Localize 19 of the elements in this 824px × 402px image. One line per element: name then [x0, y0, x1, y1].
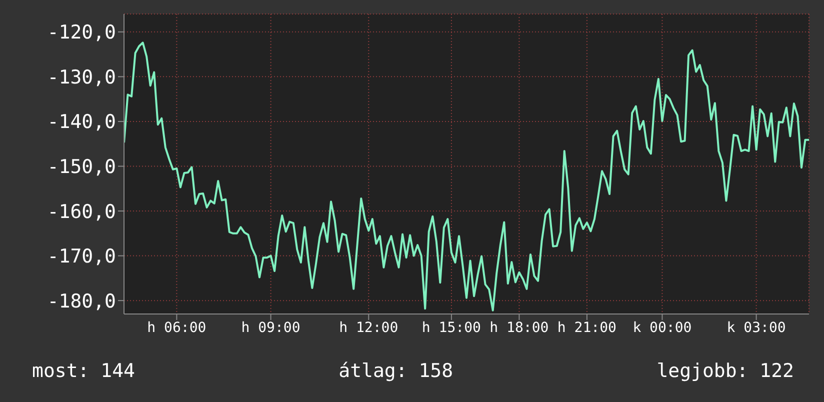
y-tick-label: -130,0	[47, 66, 116, 88]
y-tick-label: -140,0	[47, 111, 116, 134]
y-tick-label: -180,0	[47, 290, 116, 312]
x-tick-label: h 06:00	[147, 320, 206, 336]
x-tick-label: h 09:00	[241, 320, 300, 336]
y-tick-label: -160,0	[47, 200, 116, 223]
x-tick-label: h 15:00	[422, 320, 481, 336]
x-tick-label: h 12:00	[339, 320, 398, 336]
y-tick-label: -170,0	[47, 246, 116, 268]
x-tick-label: k 00:00	[632, 320, 692, 336]
y-tick-label: -120,0	[47, 22, 116, 44]
x-tick-label: h 21:00	[557, 320, 616, 336]
text: átlag: 158	[338, 360, 454, 382]
line-series	[124, 42, 809, 312]
x-tick-label: h 18:00	[490, 320, 549, 336]
text: most: 144	[32, 360, 135, 382]
y-tick-label: -150,0	[47, 156, 116, 178]
x-tick-label: k 03:00	[726, 320, 786, 336]
text: legjobb: 122	[656, 360, 794, 382]
